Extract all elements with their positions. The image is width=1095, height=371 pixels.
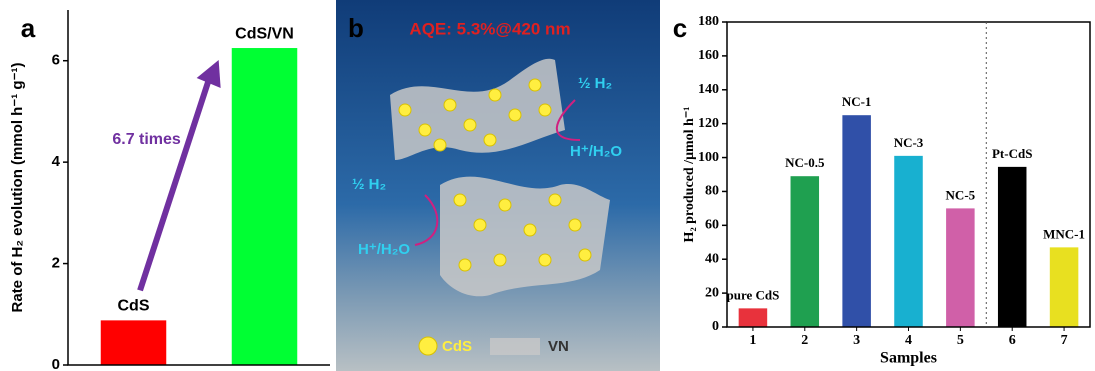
bar-label: CdS (118, 298, 150, 315)
bar-label: pure CdS (726, 287, 779, 302)
label: ½ H₂ (352, 176, 386, 193)
y-tick-label: 20 (705, 285, 719, 300)
y-axis-label: Rate of H₂ evolution (mmol h⁻¹ g⁻¹) (9, 63, 26, 313)
y-tick-label: 100 (698, 150, 719, 165)
panel-label: c (673, 13, 687, 43)
x-tick-label: 3 (853, 333, 860, 348)
y-tick-label: 160 (698, 48, 719, 63)
illustration-title: AQE: 5.3%@420 nm (409, 19, 570, 38)
y-tick-label: 2 (52, 255, 60, 272)
x-tick-label: 1 (749, 333, 756, 348)
y-axis-label: H₂ produced /μmol h⁻¹ (682, 107, 697, 243)
bar (998, 167, 1027, 327)
x-axis-label: Samples (880, 350, 937, 367)
x-tick-label: 2 (801, 333, 808, 348)
annotation: 6.7 times (112, 131, 181, 148)
legend-swatch (419, 337, 437, 355)
bar-label: NC-0.5 (785, 155, 825, 170)
annotation-arrow (140, 74, 211, 290)
y-tick-label: 80 (705, 184, 719, 199)
bar-label: NC-5 (946, 187, 976, 202)
y-tick-label: 140 (698, 82, 719, 97)
bar-label: MNC-1 (1043, 226, 1085, 241)
panel-label: a (21, 13, 36, 43)
bar (101, 320, 167, 365)
x-tick-label: 4 (905, 333, 912, 348)
label: ½ H₂ (578, 75, 612, 92)
bar (1050, 247, 1079, 327)
legend-label: CdS (442, 338, 472, 355)
legend-label: VN (548, 338, 569, 355)
page: b AQE: 5.3%@420 nm ½ H₂ H⁺/H₂O ½ H₂ H⁺/H… (0, 0, 1095, 371)
panel-label: b (348, 13, 364, 43)
x-tick-label: 5 (957, 333, 964, 348)
x-tick-label: 6 (1009, 333, 1016, 348)
y-tick-label: 60 (705, 218, 719, 233)
bar (739, 308, 768, 327)
bar-label: Pt-CdS (992, 146, 1032, 161)
bar (232, 48, 298, 365)
bar (791, 176, 820, 327)
legend-swatch (490, 338, 540, 355)
y-tick-label: 180 (698, 14, 719, 29)
y-tick-label: 0 (52, 356, 60, 371)
bar-label: CdS/VN (235, 25, 294, 42)
bar (894, 156, 923, 327)
figure: b AQE: 5.3%@420 nm ½ H₂ H⁺/H₂O ½ H₂ H⁺/H… (0, 0, 1095, 371)
y-tick-label: 40 (705, 251, 719, 266)
y-tick-label: 4 (52, 153, 61, 170)
bar (842, 115, 871, 327)
bar (946, 208, 975, 327)
bar-label: NC-1 (842, 94, 872, 109)
illustration: b AQE: 5.3%@420 nm ½ H₂ H⁺/H₂O ½ H₂ H⁺/H… (336, 0, 660, 371)
x-tick-label: 7 (1061, 333, 1068, 348)
y-tick-label: 120 (698, 116, 719, 131)
label: H⁺/H₂O (570, 143, 622, 160)
label: H⁺/H₂O (358, 241, 410, 258)
bar-label: NC-3 (894, 135, 924, 150)
y-tick-label: 0 (712, 319, 719, 334)
y-tick-label: 6 (52, 52, 60, 69)
